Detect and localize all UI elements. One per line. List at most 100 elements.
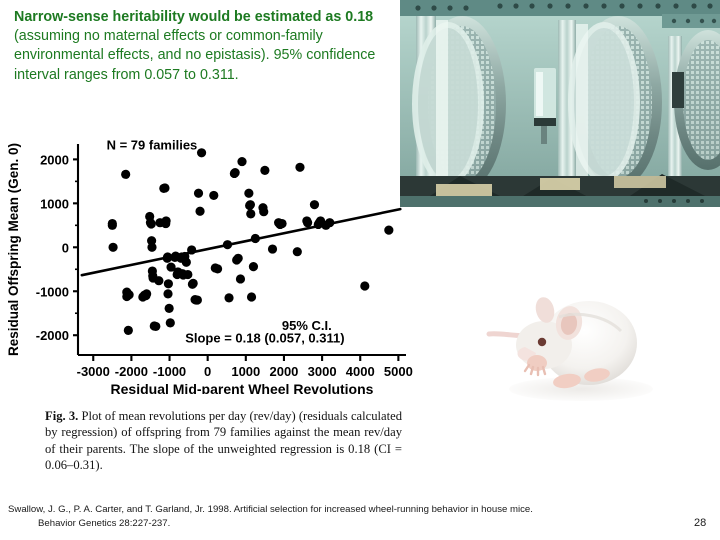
x-tick-label: 1000 [231, 364, 260, 379]
scatter-point [121, 169, 131, 179]
wheel-photo-graphic [400, 0, 720, 207]
plot-axes [73, 144, 406, 361]
cage-side-rail [662, 14, 720, 28]
scatter-point [230, 167, 240, 178]
scatter-point [235, 274, 246, 284]
scatter-point [147, 242, 157, 252]
x-tick-label: 0 [204, 364, 211, 379]
scatter-point [212, 264, 223, 274]
wheel-cage-1 [412, 16, 506, 196]
scatter-point [181, 257, 191, 267]
axis-titles-group: Residual Mid-parent Wheel Revolutions Res… [6, 143, 374, 394]
scatter-point [165, 318, 175, 328]
scatter-point [246, 209, 256, 219]
y-tick-label: -2000 [36, 328, 69, 343]
y-axis-title: Residual Offspring Mean (Gen. 0) [6, 143, 21, 356]
mouse-photo-graphic [481, 283, 677, 429]
rail-perforations [415, 3, 713, 11]
scatter-point [295, 162, 305, 172]
scatter-point [196, 148, 207, 158]
scatter-point [192, 295, 202, 305]
wheel-cage-3 [668, 30, 720, 176]
x-tick-label: 3000 [308, 364, 337, 379]
page-number: 28 [694, 517, 707, 529]
x-tick-label: -3000 [77, 364, 110, 379]
figure-caption: Fig. 3. Plot of mean revolutions per day… [45, 408, 402, 474]
figure-caption-label: Fig. 3. [45, 409, 79, 423]
scatter-point [124, 290, 134, 300]
mouse-eye [537, 337, 547, 347]
scatter-point [123, 325, 133, 335]
scatter-point [260, 165, 270, 175]
citation-line-2: Behavior Genetics 28:227-237. [38, 517, 171, 529]
scatter-point [151, 321, 161, 332]
scatter-point [224, 293, 234, 303]
heading-text-block: Narrow-sense heritability would be estim… [14, 8, 386, 85]
mouse-ear-inner [560, 313, 578, 335]
scatter-point [309, 200, 320, 210]
scatter-point [245, 200, 255, 210]
scatter-point [360, 281, 370, 291]
plot-background [0, 126, 420, 394]
x-tick-label: -2000 [115, 364, 148, 379]
scatter-point [166, 262, 176, 272]
citation-line-1: Swallow, J. G., P. A. Carter, and T. Gar… [8, 504, 533, 515]
mouse-hind-feet [553, 368, 610, 389]
side-rail-perforations [671, 18, 717, 24]
scatter-point [183, 269, 193, 280]
scatter-point [237, 156, 247, 167]
scatter-point [107, 220, 117, 230]
scatter-plot-svg: -2000 -1000 0 1000 2000 -3000 -2000 -1000 0 1000 2… [0, 126, 420, 394]
x-tick-label: 5000 [384, 364, 413, 379]
y-tick-label: -1000 [36, 284, 69, 299]
x-axis-title: Residual Mid-parent Wheel Revolutions [111, 381, 374, 394]
scatter-point [246, 292, 257, 302]
scatter-point [142, 289, 152, 299]
scatter-point [303, 218, 313, 228]
scatter-point [188, 278, 198, 288]
x-tick-label: -1000 [153, 364, 186, 379]
tick-labels-group: -2000 -1000 0 1000 2000 -3000 -2000 -1000 0 1000 2… [36, 152, 413, 379]
y-tick-label: 1000 [40, 196, 69, 211]
scatter-point [161, 216, 171, 226]
scatter-point [259, 207, 269, 217]
scatter-point [146, 219, 156, 229]
regression-line [80, 207, 402, 277]
data-points-group [107, 148, 394, 335]
scatter-point [209, 190, 219, 201]
annotation-slope-label: Slope = 0.18 (0.057, 0.311) [185, 330, 344, 345]
source-citation: Swallow, J. G., P. A. Carter, and T. Gar… [8, 503, 680, 530]
scatter-point [108, 242, 118, 252]
scatter-point [233, 253, 243, 263]
water-bottle [534, 68, 556, 144]
wheel-cage-2 [558, 16, 662, 190]
scatter-point [193, 188, 204, 198]
scatter-point [160, 183, 170, 193]
figure-caption-body: Plot of mean revolutions per day (rev/da… [45, 409, 402, 473]
scatter-point [267, 244, 278, 254]
scatter-point [292, 247, 302, 257]
scatter-point [195, 206, 205, 216]
heading-bold-part: Narrow-sense heritability would be estim… [14, 9, 374, 25]
cage-bedding-floor [400, 174, 720, 207]
mouse-forepaws [523, 355, 547, 377]
scatter-point [163, 279, 173, 289]
regression-line-group [80, 207, 402, 277]
scatter-point [154, 276, 164, 286]
scatter-point [244, 188, 254, 198]
running-wheel-cages-photo [400, 0, 720, 207]
x-tick-label: 4000 [346, 364, 375, 379]
annotations-group: N = 79 families 95% C.I.Slope = 0.18 (0.0… [107, 138, 345, 346]
mouse-fur-highlight [558, 312, 623, 333]
x-tick-label: 2000 [269, 364, 298, 379]
annotation-n-families: N = 79 families [107, 138, 198, 153]
scatter-point [277, 218, 287, 229]
white-mouse-photo [481, 283, 677, 429]
mouse-shadow [509, 377, 653, 401]
y-tick-label: 0 [62, 240, 69, 255]
scatter-point [384, 225, 394, 235]
heading-regular-part: (assuming no maternal effects or common-… [14, 28, 376, 83]
scatter-point [248, 262, 259, 272]
y-tick-label: 2000 [40, 152, 69, 167]
scatter-point [147, 236, 157, 246]
